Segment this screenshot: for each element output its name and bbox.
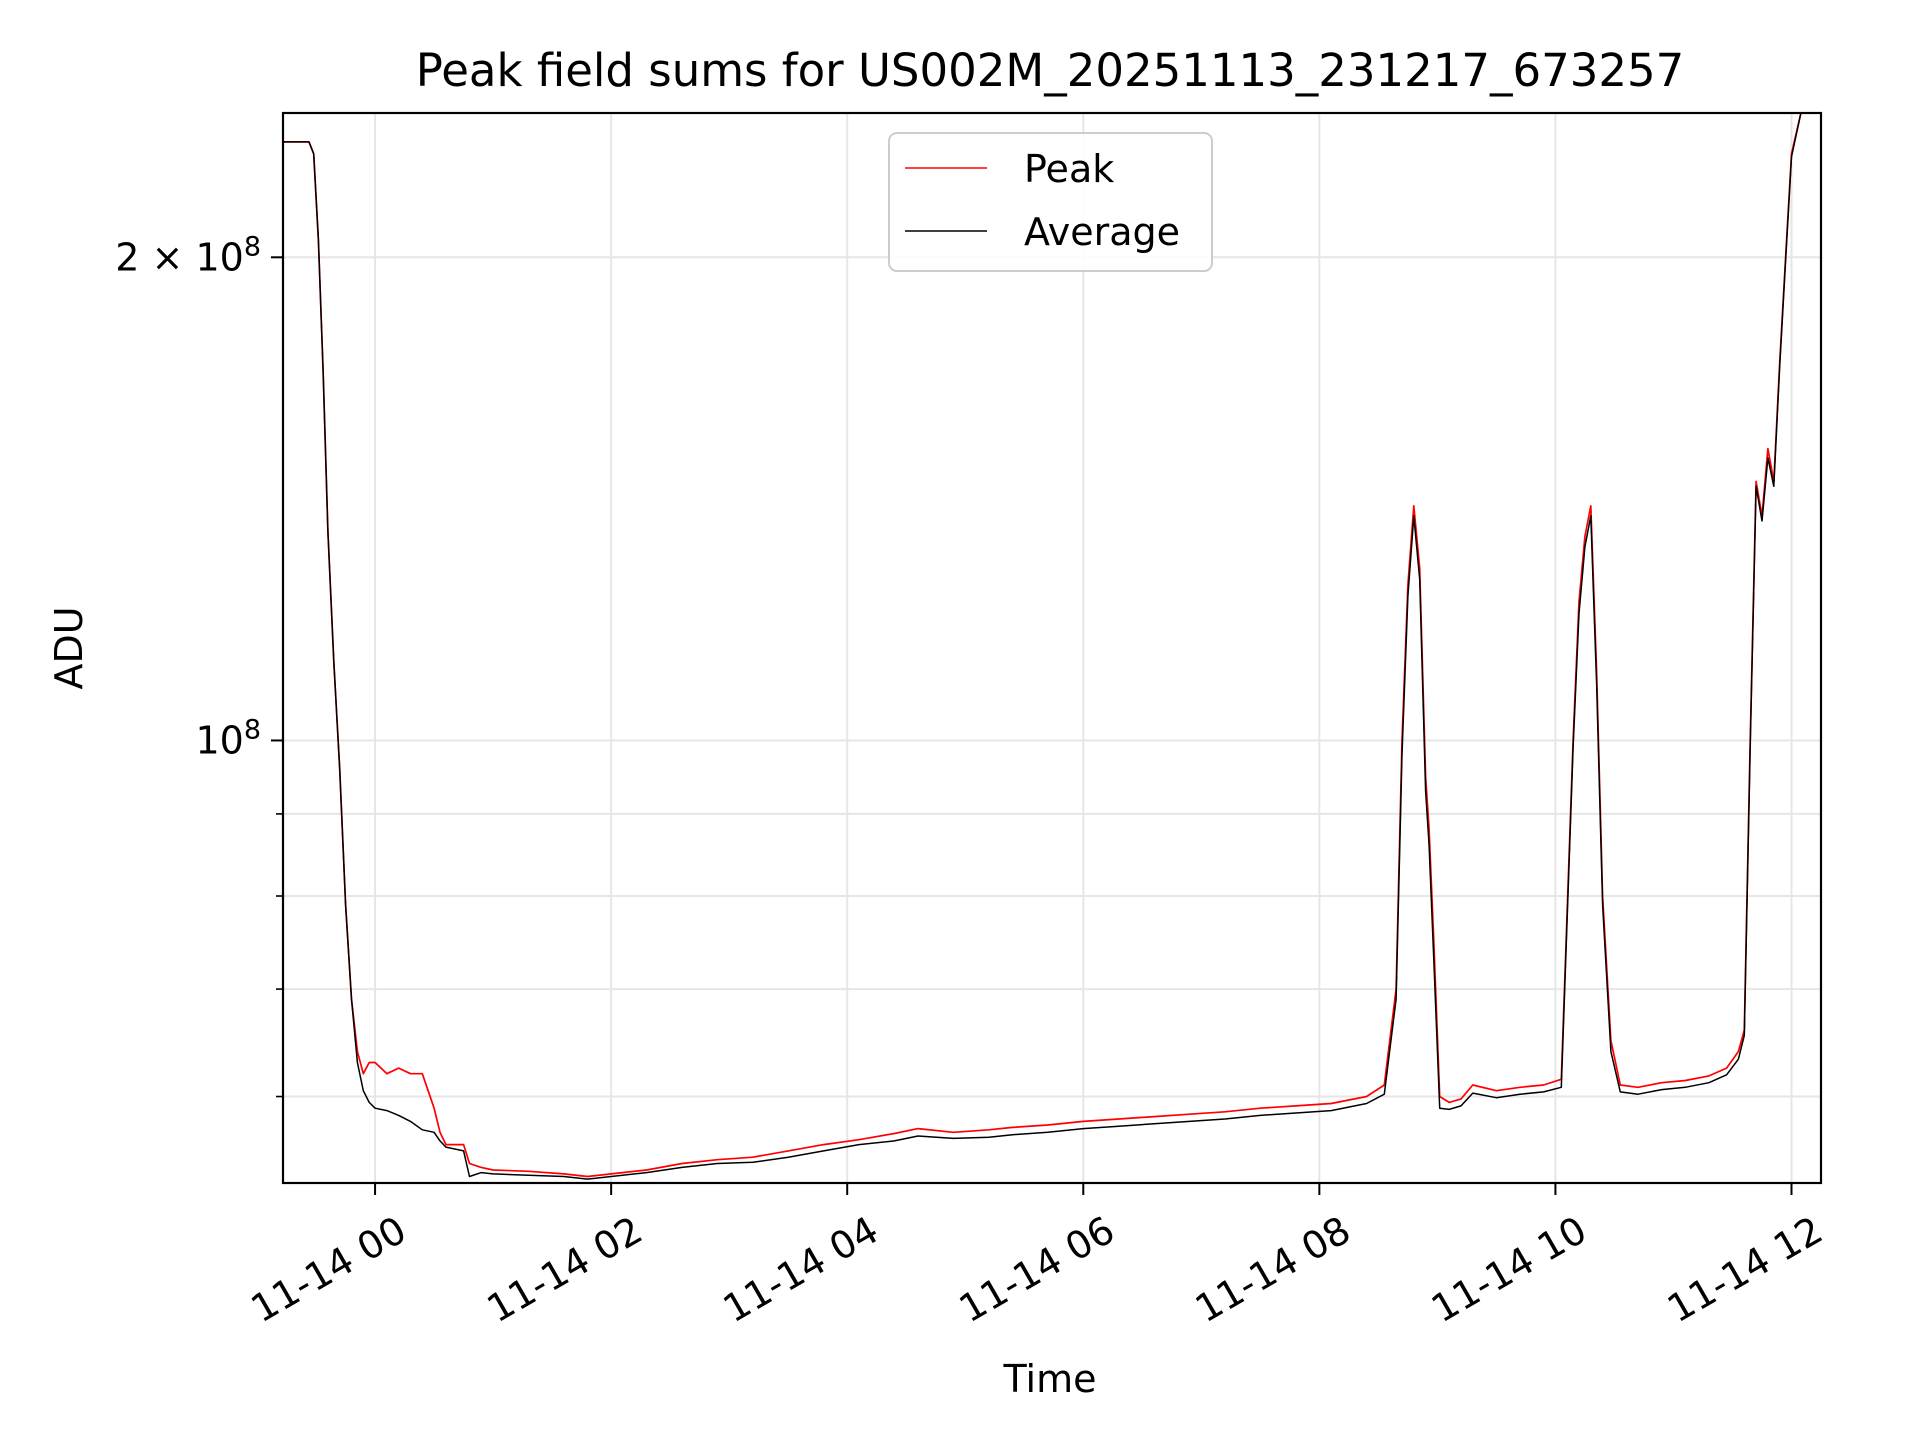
- y-tick-label-base: 10: [195, 718, 243, 762]
- y-tick-label: 2 × 108: [115, 231, 261, 279]
- axes-frame: [281, 111, 1823, 1185]
- y-tick-label-base: 2 × 10: [115, 235, 244, 279]
- legend-label-peak: Peak: [1024, 147, 1114, 191]
- y-tick-label: 108: [195, 714, 261, 762]
- y-axis-label: ADU: [47, 606, 91, 689]
- x-axis-label: Time: [1003, 1357, 1097, 1401]
- plot-area: [283, 113, 1802, 1180]
- series-line-peak: [283, 113, 1802, 1178]
- grid: [283, 113, 1821, 1183]
- y-tick-label-exponent: 8: [244, 231, 261, 262]
- legend: Peak Average: [888, 132, 1213, 272]
- y-tick-label-exponent: 8: [244, 714, 261, 745]
- series-line-average: [283, 113, 1802, 1180]
- legend-label-average: Average: [1024, 210, 1180, 254]
- chart-title: Peak field sums for US002M_20251113_2312…: [416, 44, 1685, 97]
